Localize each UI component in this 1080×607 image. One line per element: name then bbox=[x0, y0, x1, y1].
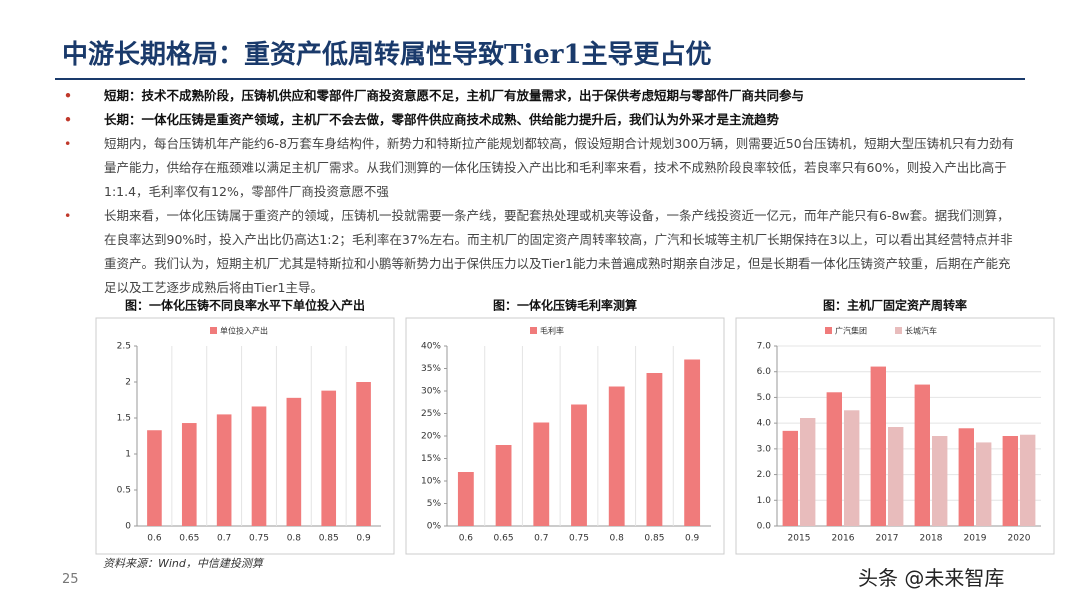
bar bbox=[800, 418, 816, 526]
y-tick-label: 25% bbox=[421, 409, 441, 419]
legend-swatch bbox=[530, 327, 537, 334]
x-tick-label: 0.9 bbox=[685, 534, 700, 544]
bar bbox=[646, 373, 663, 526]
y-tick-label: 0% bbox=[427, 522, 442, 532]
x-tick-label: 2015 bbox=[788, 534, 811, 544]
y-tick-label: 0 bbox=[125, 522, 131, 532]
bar bbox=[251, 406, 267, 526]
bar bbox=[870, 366, 886, 526]
y-tick-label: 3.0 bbox=[757, 444, 772, 454]
y-tick-label: 2.0 bbox=[757, 470, 772, 480]
x-tick-label: 0.75 bbox=[249, 534, 269, 544]
chart-frame bbox=[405, 317, 725, 555]
x-tick-label: 2017 bbox=[876, 534, 899, 544]
y-tick-label: 1 bbox=[125, 450, 131, 460]
y-tick-label: 1.0 bbox=[757, 496, 772, 506]
bar bbox=[844, 410, 860, 526]
y-tick-label: 0.0 bbox=[757, 522, 772, 532]
bar bbox=[932, 436, 948, 526]
legend-swatch bbox=[895, 327, 902, 334]
legend-label: 单位投入产出 bbox=[220, 326, 268, 336]
bar bbox=[976, 442, 992, 526]
x-tick-label: 0.6 bbox=[459, 534, 474, 544]
chart-frame bbox=[735, 317, 1055, 555]
x-tick-label: 0.85 bbox=[319, 534, 339, 544]
bar bbox=[1002, 436, 1018, 526]
x-tick-label: 2020 bbox=[1008, 534, 1031, 544]
x-tick-label: 0.7 bbox=[534, 534, 548, 544]
bar bbox=[286, 397, 302, 526]
chart-title: 图：一体化压铸不同良率水平下单位投入产出 bbox=[125, 298, 365, 313]
bar bbox=[181, 423, 197, 526]
y-tick-label: 4.0 bbox=[757, 419, 772, 429]
x-tick-label: 0.75 bbox=[569, 534, 589, 544]
legend-label: 毛利率 bbox=[540, 326, 564, 336]
bar bbox=[216, 414, 232, 526]
bar bbox=[608, 386, 625, 526]
bar bbox=[571, 404, 587, 526]
y-tick-label: 2 bbox=[125, 378, 131, 388]
x-tick-label: 2018 bbox=[920, 534, 943, 544]
title-rule bbox=[55, 78, 1025, 80]
x-tick-label: 0.65 bbox=[179, 534, 199, 544]
bar bbox=[321, 390, 337, 526]
y-tick-label: 7.0 bbox=[757, 342, 772, 352]
y-tick-label: 10% bbox=[421, 477, 441, 487]
legend-label: 广汽集团 bbox=[835, 326, 867, 336]
bar bbox=[457, 472, 474, 526]
legend-label: 长城汽车 bbox=[905, 326, 937, 336]
x-tick-label: 0.8 bbox=[610, 534, 625, 544]
y-tick-label: 2.5 bbox=[117, 342, 131, 352]
x-tick-label: 0.8 bbox=[287, 534, 302, 544]
bar bbox=[533, 422, 550, 526]
legend-swatch bbox=[825, 327, 832, 334]
chart-title: 图：一体化压铸毛利率测算 bbox=[493, 298, 637, 313]
y-tick-label: 6.0 bbox=[757, 367, 772, 377]
bar bbox=[888, 427, 904, 526]
bar bbox=[147, 430, 162, 526]
bar bbox=[495, 445, 512, 526]
bar bbox=[684, 359, 701, 526]
x-tick-label: 0.7 bbox=[217, 534, 231, 544]
y-tick-label: 0.5 bbox=[117, 486, 131, 496]
page-number: 25 bbox=[62, 572, 79, 587]
y-tick-label: 15% bbox=[421, 454, 441, 464]
bullet-list: 短期：技术不成熟阶段，压铸机供应和零部件厂商投资意愿不足，主机厂有放量需求，出于… bbox=[62, 84, 1022, 300]
x-tick-label: 0.6 bbox=[147, 534, 162, 544]
source-note: 资料来源：Wind，中信建投测算 bbox=[103, 557, 263, 570]
bar bbox=[782, 430, 798, 526]
x-tick-label: 0.85 bbox=[644, 534, 664, 544]
x-tick-label: 2016 bbox=[832, 534, 855, 544]
bar bbox=[958, 428, 974, 526]
y-tick-label: 30% bbox=[421, 387, 441, 397]
y-tick-label: 1.5 bbox=[117, 414, 131, 424]
y-tick-label: 20% bbox=[421, 432, 441, 442]
y-tick-label: 5.0 bbox=[757, 393, 772, 403]
bullet: 长期来看，一体化压铸属于重资产的领域，压铸机一投就需要一条产线，要配套热处理或机… bbox=[62, 204, 1022, 300]
legend-swatch bbox=[210, 327, 217, 334]
y-tick-label: 40% bbox=[421, 342, 441, 352]
bar bbox=[914, 384, 930, 526]
x-tick-label: 2019 bbox=[964, 534, 987, 544]
bullet: 短期内，每台压铸机年产能约6-8万套车身结构件，新势力和特斯拉产能规划都较高，假… bbox=[62, 132, 1022, 204]
bullet: 短期：技术不成熟阶段，压铸机供应和零部件厂商投资意愿不足，主机厂有放量需求，出于… bbox=[62, 84, 1022, 108]
y-tick-label: 5% bbox=[427, 499, 442, 509]
slide-title: 中游长期格局：重资产低周转属性导致Tier1主导更占优 bbox=[62, 40, 712, 70]
bullet: 长期：一体化压铸是重资产领域，主机厂不会去做，零部件供应商技术成熟、供给能力提升… bbox=[62, 108, 1022, 132]
chart-title: 图：主机厂固定资产周转率 bbox=[823, 298, 967, 313]
bar bbox=[1020, 434, 1036, 526]
x-tick-label: 0.65 bbox=[494, 534, 514, 544]
y-tick-label: 35% bbox=[421, 364, 441, 374]
x-tick-label: 0.9 bbox=[356, 534, 371, 544]
watermark: 头条 @未来智库 bbox=[858, 562, 1005, 591]
chart-frame bbox=[95, 317, 395, 555]
bar bbox=[826, 392, 842, 526]
bar bbox=[356, 382, 371, 526]
